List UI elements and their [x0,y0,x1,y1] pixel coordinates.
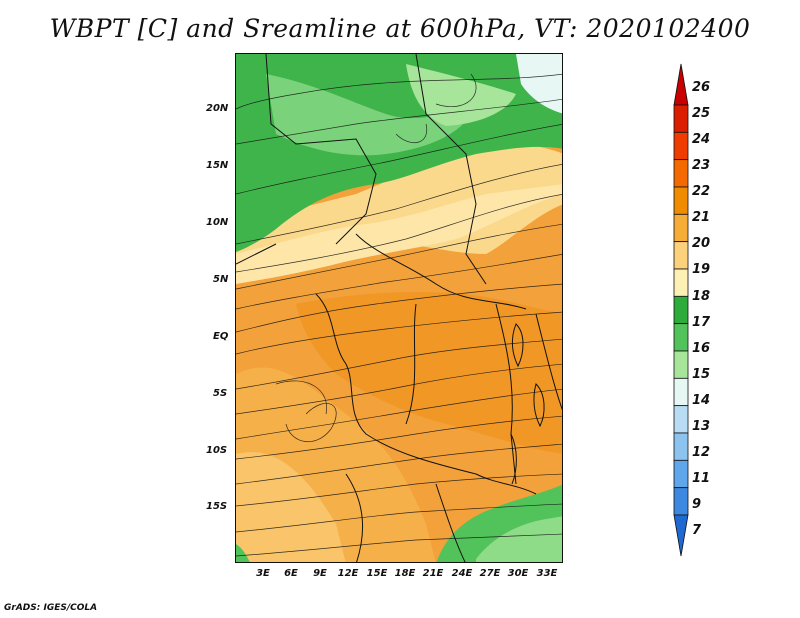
colorbar-label-25: 25 [692,106,711,121]
lat-label-15n: 15N [206,160,229,171]
lakes [510,323,545,485]
colorbar-label-23: 23 [692,158,711,173]
country-borders [236,54,562,562]
colorbar-label-16: 16 [692,341,711,356]
colorbar-label-14: 14 [692,393,711,408]
colorbar [673,63,689,557]
colorbar-segment [673,104,689,133]
colorbar-segment [673,131,689,161]
colorbar-segment [673,459,689,489]
lon-label-18e: 18E [394,568,416,579]
colorbar-segment [673,295,689,325]
colorbar-label-24: 24 [692,132,711,147]
wbpt-20-zone [236,452,346,562]
colorbar-segment [673,487,689,516]
chart-title: WBPT [C] and Sreamline at 600hPa, VT: 20… [49,14,751,43]
wbpt-16-17-zone [266,74,476,156]
colorbar-segment [673,186,689,215]
colorbar-segment [673,63,689,106]
wbpt-22-core [296,292,562,454]
colorbar-label-12: 12 [692,445,711,460]
wbpt-16-zone [406,64,516,126]
lon-label-27e: 27E [479,568,501,579]
wbpt-17-zone-southwest [236,544,250,562]
lon-label-6e: 6E [284,568,298,579]
colorbar-label-18: 18 [692,289,711,304]
lat-label-15s: 15S [206,501,228,512]
colorbar-label-22: 22 [692,184,711,199]
lon-label-24e: 24E [451,568,473,579]
colorbar-label-15: 15 [692,367,711,382]
colorbar-label-7: 7 [692,523,702,538]
wbpt-16-zone-south [476,516,562,562]
colorbar-segment [673,405,689,434]
colorbar-label-19: 19 [692,262,711,277]
colorbar-label-26: 26 [692,80,711,95]
lat-label-10s: 10S [206,445,228,456]
colorbar-label-13: 13 [692,419,711,434]
lon-label-33e: 33E [536,568,558,579]
colorbar-label-17: 17 [692,315,711,330]
colorbar-segment [673,268,689,297]
map-panel [235,53,563,563]
colorbar-segment [673,159,689,188]
colorbar-label-20: 20 [692,236,711,251]
lat-label-20n: 20N [206,103,229,114]
colorbar-label-9: 9 [692,497,702,512]
lat-label-5n: 5N [213,274,229,285]
colorbar-segment [673,432,689,461]
grads-credit: GrADS: IGES/COLA [4,603,98,613]
colorbar-label-11: 11 [692,471,711,486]
wbpt-19-band [236,184,562,284]
lon-label-12e: 12E [337,568,359,579]
wbpt-field-map [236,54,562,562]
lon-label-30e: 30E [507,568,529,579]
colorbar-segment [673,213,689,243]
colorbar-segment [673,350,689,379]
lon-label-3e: 3E [256,568,270,579]
wbpt-15-zone [516,54,562,114]
colorbar-segment [673,241,689,270]
colorbar-label-21: 21 [692,210,711,225]
lon-label-21e: 21E [422,568,444,579]
lon-label-9e: 9E [313,568,327,579]
colorbar-segment [673,514,689,557]
lon-label-15e: 15E [366,568,388,579]
lat-label-5s: 5S [213,388,228,399]
lat-label-10n: 10N [206,217,229,228]
lat-label-eq: EQ [213,331,229,342]
colorbar-segment [673,377,689,407]
streamlines [236,73,562,557]
colorbar-segment [673,323,689,352]
